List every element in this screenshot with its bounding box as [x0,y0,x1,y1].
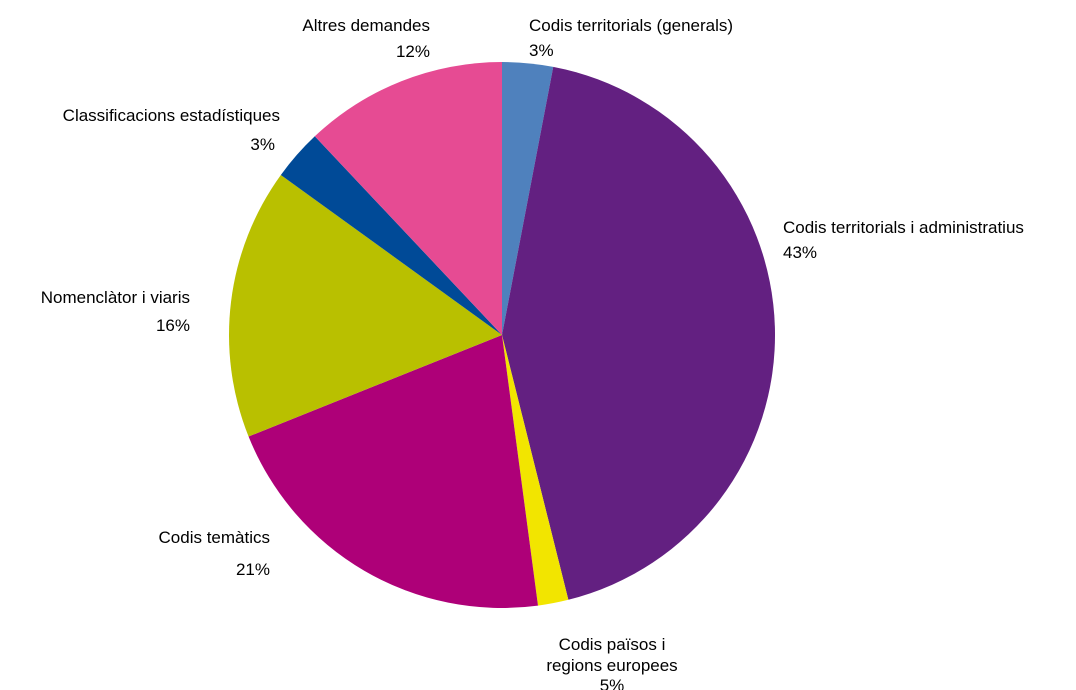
slice-name-label-6: Classificacions estadístiques [63,106,280,125]
slice-name-label-7: Altres demandes [302,16,430,35]
pie-slices [229,61,776,609]
slice-name-label-3-line2: regions europees [546,656,677,675]
slice-percent-label-1: 3% [529,41,554,60]
slice-percent-label-3: 5% [600,676,625,690]
slice-percent-label-6: 3% [250,135,275,154]
pie-labels: Codis territorials (generals) 3% Codis ter… [41,16,1024,690]
slice-percent-label-2: 43% [783,243,817,262]
slice-percent-label-7: 12% [396,42,430,61]
pie-slice-4 [248,335,538,609]
slice-name-label-2: Codis territorials i administratius [783,218,1024,237]
slice-name-label-1: Codis territorials (generals) [529,16,733,35]
slice-name-label-4: Codis temàtics [159,528,270,547]
pie-slice-3 [502,335,569,606]
slice-name-label-3: Codis països i [559,635,666,654]
slice-name-label-5: Nomenclàtor i viaris [41,288,190,307]
pie-slice-1 [502,61,554,335]
pie-slice-6 [280,136,502,335]
pie-slice-5 [229,174,503,437]
pie-slice-7 [314,62,502,335]
slice-percent-label-5: 16% [156,316,190,335]
pie-slice-2 [502,66,776,600]
slice-percent-label-4: 21% [236,560,270,579]
